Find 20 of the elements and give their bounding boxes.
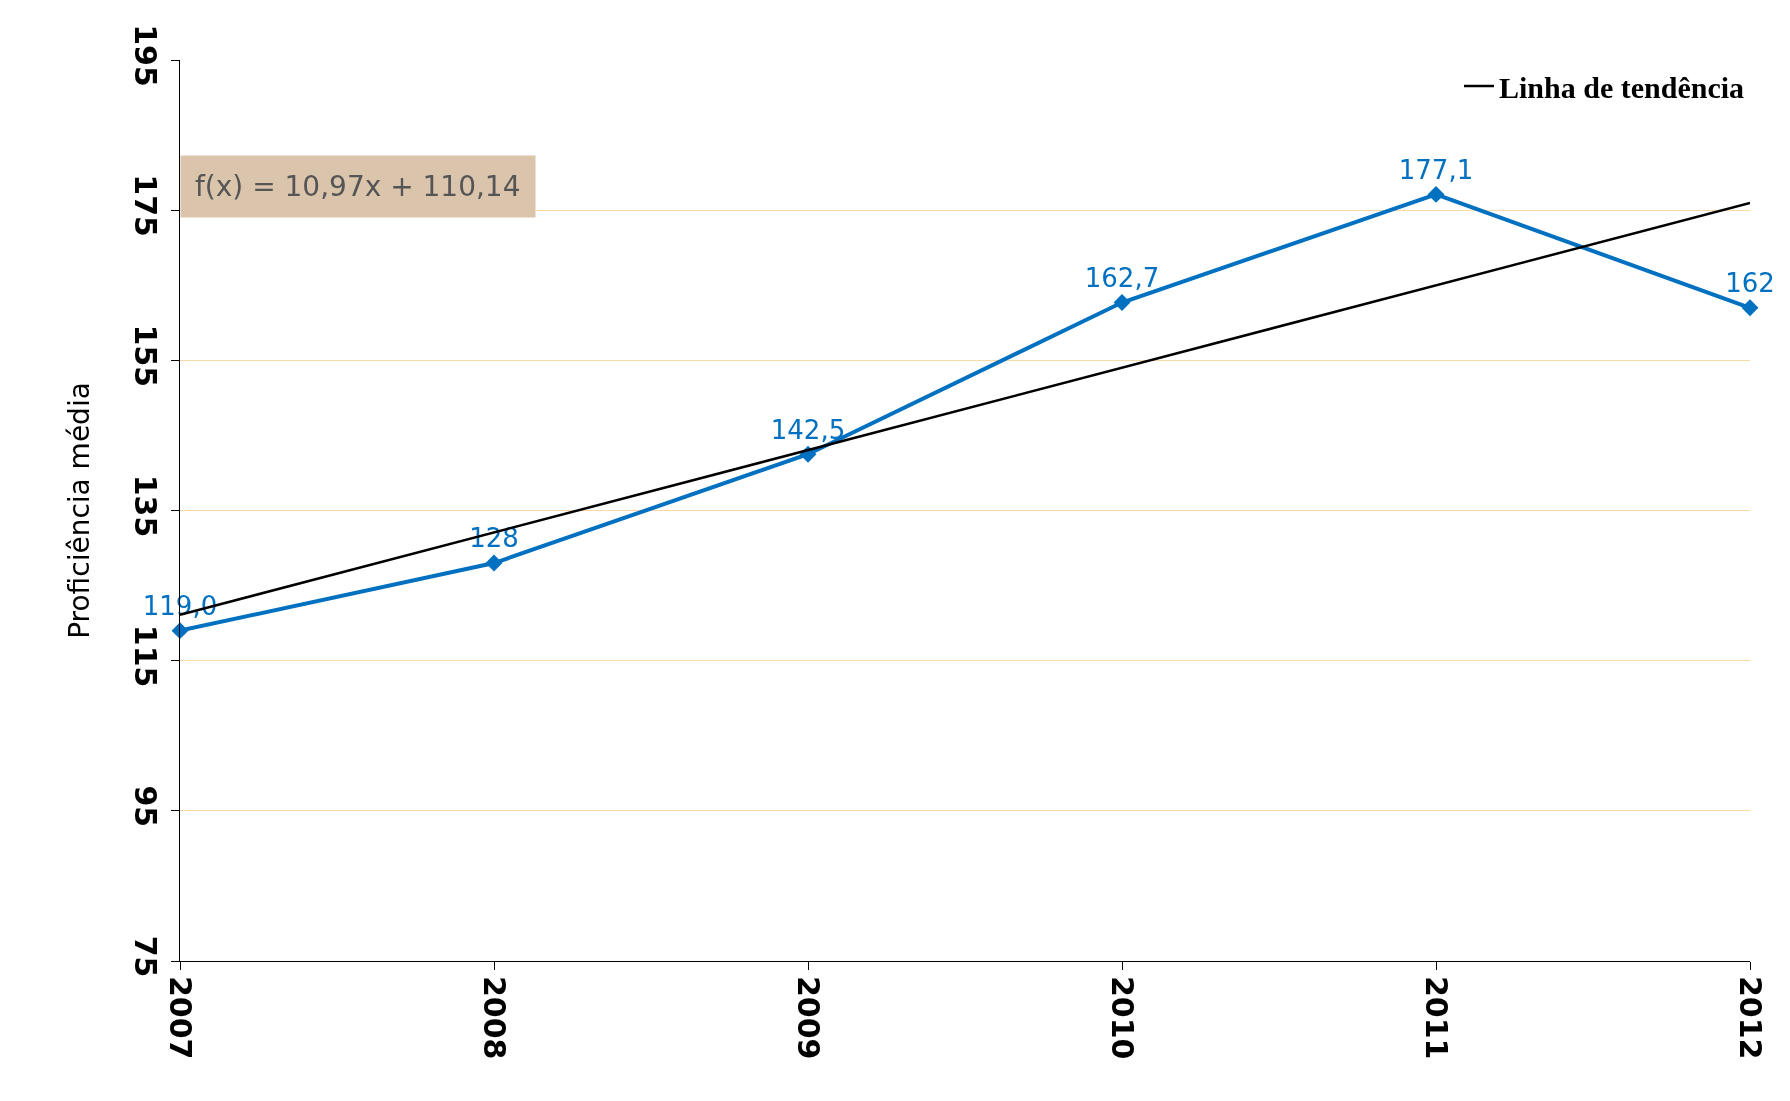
y-tick-label: 195 [128, 24, 163, 87]
x-tick-label: 2010 [1105, 976, 1141, 1060]
y-tick-label: 95 [128, 785, 163, 828]
x-tick-label: 2011 [1419, 976, 1455, 1060]
x-tick-label: 2007 [163, 976, 199, 1060]
x-tick-label: 2009 [791, 976, 827, 1060]
y-tick-label: 75 [128, 935, 163, 978]
data-label: 142,5 [770, 414, 846, 445]
y-tick-label: 135 [128, 474, 163, 538]
y-axis-title: Proficiência média [62, 382, 96, 639]
x-tick-label: 2008 [477, 976, 513, 1060]
y-tick-label: 175 [128, 174, 163, 237]
legend-label: Linha de tendência [1499, 70, 1745, 104]
y-tick-label: 115 [128, 624, 163, 688]
data-label: 162,7 [1084, 262, 1160, 293]
data-label: 162 [1725, 268, 1775, 299]
x-tick-label: 2012 [1733, 976, 1769, 1060]
annotation: f(x) = 10,97x + 110,14 [195, 170, 521, 203]
data-label: 177,1 [1398, 154, 1474, 185]
y-tick-label: 155 [128, 324, 163, 388]
